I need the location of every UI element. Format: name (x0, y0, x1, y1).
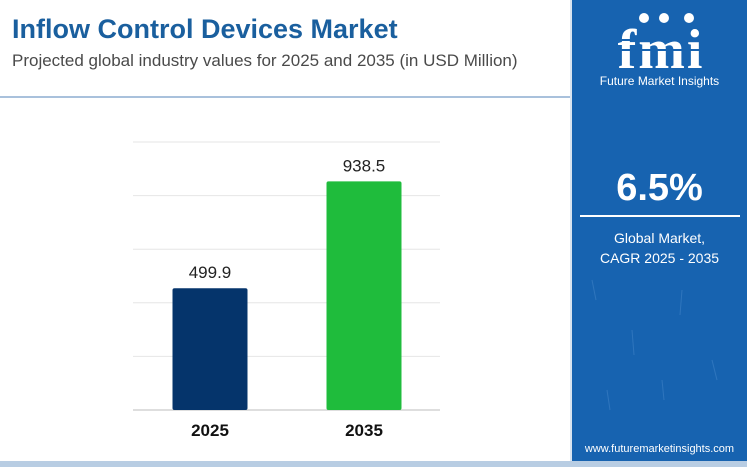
cagr-label: Global Market, CAGR 2025 - 2035 (572, 228, 747, 268)
bar-chart: 499.9 938.5 2025 2035 (133, 141, 440, 440)
bottom-strip (0, 461, 747, 467)
website-url[interactable]: www.futuremarketinsights.com (584, 443, 735, 455)
value-label-2025: 499.9 (189, 263, 232, 282)
bar-2025 (172, 288, 248, 410)
brand-name: Future Market Insights (599, 74, 720, 88)
fmi-logo: fmi (602, 13, 721, 81)
chart-subtitle: Projected global industry values for 202… (12, 51, 518, 70)
x-tick-2035: 2035 (345, 421, 383, 440)
chart-panel: Inflow Control Devices Market Projected … (0, 14, 572, 440)
value-labels: 499.9 938.5 (189, 156, 386, 282)
cagr-label-line1: Global Market, (613, 230, 706, 246)
cagr-value: 6.5% (616, 167, 703, 209)
bars (172, 181, 402, 410)
x-tick-2025: 2025 (191, 421, 229, 440)
value-label-2035: 938.5 (343, 156, 386, 175)
decorative-texture (591, 279, 718, 411)
panel-separator (570, 0, 572, 461)
cagr-label-line2: CAGR 2025 - 2035 (599, 250, 720, 266)
cagr-divider (580, 215, 740, 217)
chart-title: Inflow Control Devices Market (12, 14, 398, 44)
bar-2035 (326, 181, 402, 410)
x-tick-labels: 2025 2035 (191, 421, 383, 440)
header-divider (0, 96, 572, 98)
brand-sidebar: fmi Future Market Insights 6.5% Global M… (572, 0, 747, 461)
